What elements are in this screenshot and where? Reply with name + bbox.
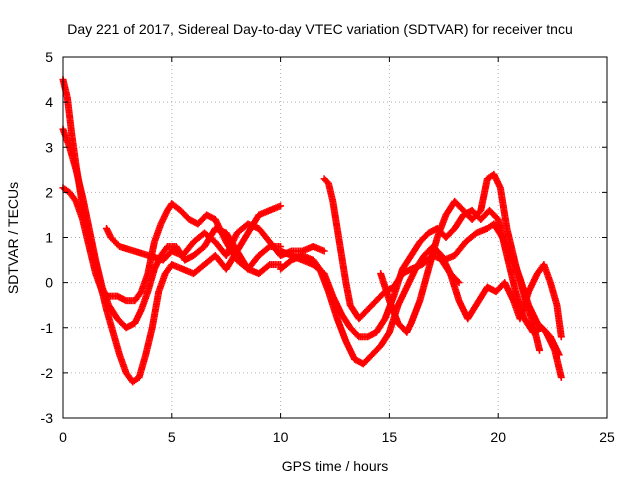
y-tick-label: 4 <box>45 94 53 110</box>
x-tick-label: 10 <box>273 429 289 445</box>
y-axis-label: SDTVAR / TECUs <box>5 182 21 294</box>
data-point-marker <box>557 373 565 381</box>
y-tick-label: 2 <box>45 184 53 200</box>
x-tick-label: 0 <box>59 429 67 445</box>
x-tick-label: 25 <box>599 429 615 445</box>
data-points <box>59 76 565 386</box>
data-point-marker <box>536 346 544 354</box>
data-point-marker <box>264 262 272 270</box>
y-tick-labels: -3 -2 -1 0 1 2 3 4 5 <box>41 49 54 426</box>
data-point-marker <box>557 333 565 341</box>
y-tick-label: 5 <box>45 49 53 65</box>
y-tick-label: -2 <box>41 365 54 381</box>
y-tick-label: -3 <box>41 410 54 426</box>
x-axis-label: GPS time / hours <box>282 458 389 474</box>
grid <box>63 57 607 418</box>
chart-title: Day 221 of 2017, Sidereal Day-to-day VTE… <box>67 21 573 37</box>
x-tick-label: 15 <box>382 429 398 445</box>
y-tick-label: 0 <box>45 275 53 291</box>
axis-ticks <box>62 56 608 419</box>
y-tick-label: 1 <box>45 230 53 246</box>
x-tick-label: 20 <box>490 429 506 445</box>
data-point-marker <box>277 202 285 210</box>
data-point-marker <box>320 247 328 255</box>
y-tick-label: -1 <box>41 320 54 336</box>
x-tick-labels: 0 5 10 15 20 25 <box>59 429 615 445</box>
y-tick-label: 3 <box>45 139 53 155</box>
x-tick-label: 5 <box>168 429 176 445</box>
